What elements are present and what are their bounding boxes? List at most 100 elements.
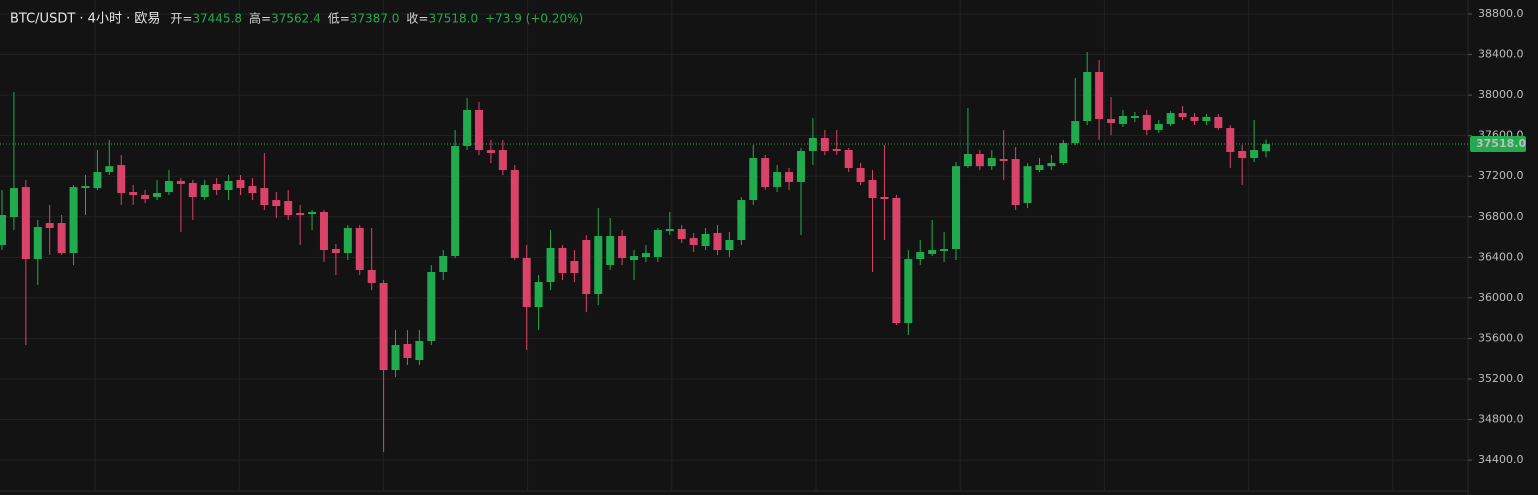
candle-body: [880, 196, 889, 200]
candle-body: [93, 172, 102, 189]
candle-body: [773, 172, 782, 188]
candle-body: [45, 223, 54, 229]
candle-body: [713, 232, 722, 251]
candle-body: [451, 145, 460, 256]
header-value: 37518.0: [428, 12, 478, 26]
candle-body: [963, 154, 972, 167]
candle-body: [904, 259, 913, 324]
candle-body: [844, 150, 853, 168]
candle-body: [1226, 128, 1235, 152]
candle-body: [1238, 150, 1247, 159]
candle-body: [129, 192, 138, 195]
candle-body: [141, 194, 150, 200]
candle-body: [594, 236, 603, 295]
candle-body: [892, 198, 901, 324]
candle-body: [1178, 113, 1187, 117]
header-label: 高=: [249, 11, 271, 26]
candle-body: [510, 170, 519, 259]
candle-body: [999, 158, 1008, 161]
candle-body: [1071, 121, 1080, 144]
candle-body: [653, 230, 662, 258]
candle-body: [486, 150, 495, 153]
candle-body: [701, 233, 710, 247]
candle-body: [570, 260, 579, 274]
y-tick-label: 36800.0: [1478, 210, 1524, 223]
candle-body: [224, 180, 233, 190]
candle-body: [749, 158, 758, 201]
y-tick-label: 38400.0: [1478, 48, 1524, 61]
candle-body: [582, 239, 591, 295]
candle-body: [1190, 116, 1199, 122]
candle-body: [928, 250, 937, 254]
candles: [0, 52, 1468, 452]
candle-body: [987, 158, 996, 167]
y-tick-label: 36000.0: [1478, 291, 1524, 304]
candle-body: [33, 227, 42, 260]
candle-body: [1047, 163, 1056, 167]
candle-body: [176, 180, 185, 185]
candle-body: [1035, 165, 1044, 171]
candle-body: [546, 247, 555, 283]
candle-body: [319, 211, 328, 251]
candle-body: [689, 238, 698, 246]
candle-body: [737, 200, 746, 240]
y-tick-label: 38000.0: [1478, 88, 1524, 101]
header-label: 开=: [170, 12, 192, 26]
header-value: 37387.0: [350, 12, 400, 26]
candle-body: [1059, 143, 1068, 164]
candle-body: [403, 343, 412, 358]
header-change: +73.9 (+0.20%): [485, 12, 583, 26]
candle-body: [439, 255, 448, 273]
last-price-tag: [1470, 135, 1526, 152]
candle-body: [463, 110, 472, 146]
candle-body: [761, 158, 770, 188]
candle-body: [57, 223, 66, 254]
header-label: 收=: [406, 12, 428, 26]
candle-body: [379, 282, 388, 371]
candle-body: [236, 179, 245, 189]
candle-body: [856, 167, 865, 182]
candle-body: [498, 150, 507, 171]
y-tick-label: 35200.0: [1478, 372, 1524, 385]
candle-body: [975, 154, 984, 167]
y-tick-label: 38800.0: [1478, 7, 1524, 20]
candle-body: [284, 201, 293, 216]
candle-body: [296, 213, 305, 216]
candle-body: [916, 252, 925, 260]
candle-body: [1118, 115, 1127, 124]
candle-body: [308, 211, 317, 215]
candle-body: [677, 229, 686, 240]
header-value: 37445.8: [192, 12, 242, 26]
candle-body: [188, 182, 197, 197]
candle-body: [785, 172, 794, 182]
candle-body: [1166, 113, 1175, 124]
ohlc-header: 开= 37445.8 高= 37562.4 低= 37387.0 收= 37518.0 +73.…: [170, 11, 583, 26]
candle-body: [1083, 71, 1092, 122]
candle-body: [641, 253, 650, 258]
candle-body: [200, 185, 209, 197]
candle-body: [248, 186, 257, 194]
candle-body: [1107, 119, 1116, 123]
y-tick-label: 34400.0: [1478, 453, 1524, 466]
candle-body: [81, 186, 90, 189]
candle-body: [1023, 166, 1032, 203]
y-tick-label: 37200.0: [1478, 169, 1524, 182]
candle-body: [9, 188, 18, 218]
candle-body: [1095, 71, 1104, 120]
candle-body: [820, 137, 829, 151]
candle-body: [796, 150, 805, 182]
candle-body: [21, 187, 30, 260]
candle-body: [868, 179, 877, 199]
candle-body: [343, 228, 352, 254]
candle-body: [1202, 116, 1211, 122]
y-tick-label: 36400.0: [1478, 250, 1524, 263]
candle-body: [367, 269, 376, 283]
candle-body: [415, 340, 424, 361]
candle-body: [105, 166, 114, 173]
candle-body: [725, 239, 734, 251]
header-value: 37562.4: [271, 12, 321, 26]
y-tick-label: 35600.0: [1478, 331, 1524, 344]
candle-body: [832, 149, 841, 151]
